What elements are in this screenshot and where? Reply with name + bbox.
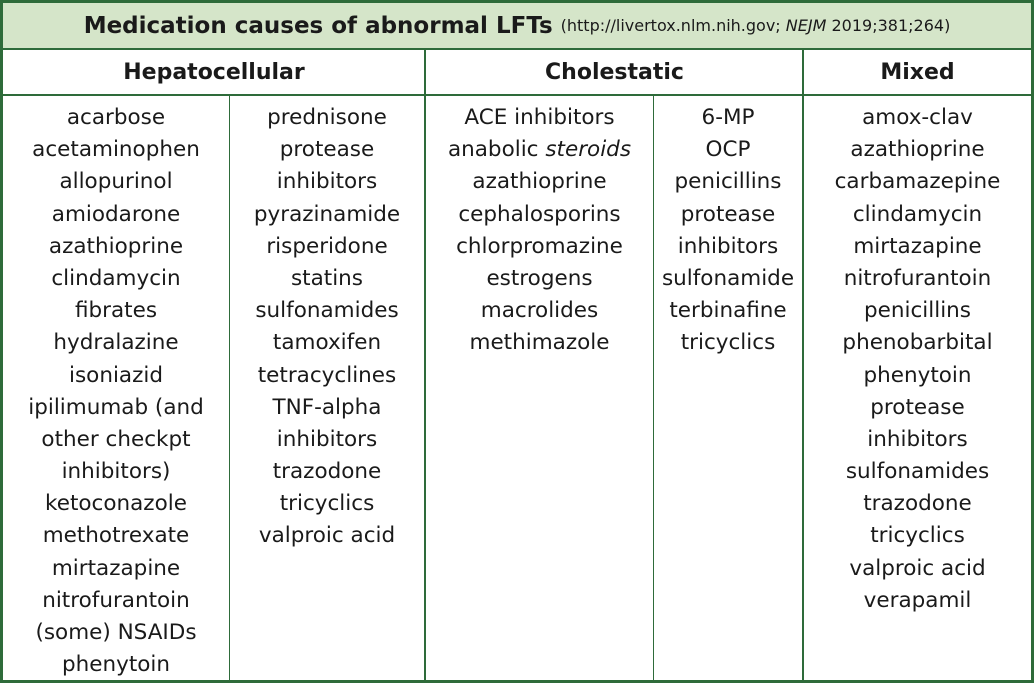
list-item: allopurinol xyxy=(59,169,173,195)
list-item: sulfonamides xyxy=(845,459,990,485)
list-item: verapamil xyxy=(863,587,972,613)
header-hepatocellular: Hepatocellular xyxy=(123,59,305,85)
list-item: carbamazepine xyxy=(834,169,1001,195)
list-item: valproic acid xyxy=(849,555,986,581)
list-item: nitrofurantoin xyxy=(42,587,190,613)
list-item-italic: steroids xyxy=(545,137,632,163)
list-item: valproic acid xyxy=(258,523,396,549)
divider-hepato-cholestatic xyxy=(424,50,426,680)
table-title: Medication causes of abnormal LFTs xyxy=(83,12,553,39)
list-item: ACE inhibitors xyxy=(464,105,615,130)
list-item: protease xyxy=(870,394,965,420)
list-item: inhibitors xyxy=(677,233,779,259)
list-item: phenytoin xyxy=(863,362,972,388)
list-item: TNF-alpha xyxy=(272,394,382,420)
list-item: inhibitors xyxy=(276,426,378,452)
list-item: statins xyxy=(290,265,364,291)
header-cholestatic: Cholestatic xyxy=(545,59,684,85)
list-item: mirtazapine xyxy=(51,555,181,581)
list-item: macrolides xyxy=(480,298,599,324)
list-item: isoniazid xyxy=(68,362,163,388)
list-item: terbinafine xyxy=(669,298,787,324)
list-item: tetracyclines xyxy=(257,362,397,388)
list-item: inhibitors xyxy=(276,169,378,195)
list-item: anabolic steroids xyxy=(426,134,653,166)
mixed-column: amox-clav azathioprine carbamazepine cli… xyxy=(804,102,1031,617)
source-suffix: 2019;381;264) xyxy=(831,16,951,35)
list-item: mirtazapine xyxy=(853,233,982,259)
list-item: acarbose xyxy=(66,105,166,130)
list-item: azathioprine xyxy=(472,169,607,195)
list-item: hydralazine xyxy=(53,330,179,356)
list-item: other checkpt xyxy=(41,426,191,452)
list-item: methotrexate xyxy=(42,523,190,549)
list-item: cephalosporins xyxy=(458,201,621,227)
list-item: trazodone xyxy=(272,459,382,485)
list-item: penicillins xyxy=(674,169,782,195)
hepatocellular-column-1: acarbose acetaminophen allopurinol amiod… xyxy=(3,102,229,681)
list-item: clindamycin xyxy=(51,265,181,291)
list-item: inhibitors) xyxy=(61,459,171,485)
list-item: 6-MP xyxy=(701,105,755,130)
list-item: prednisone xyxy=(267,105,387,130)
source-journal: NEJM xyxy=(785,16,827,35)
list-item: OCP xyxy=(705,137,751,163)
header-row: Hepatocellular Cholestatic Mixed xyxy=(3,50,1031,96)
list-item: phenobarbital xyxy=(842,330,993,356)
cholestatic-column-1: ACE inhibitors anabolic steroids azathio… xyxy=(426,102,653,360)
cholestatic-column-2: 6-MP OCP penicillins protease inhibitors… xyxy=(654,102,802,360)
list-item: tricyclics xyxy=(279,491,375,517)
list-item: trazodone xyxy=(863,491,972,517)
hepatocellular-column-2: prednisone protease inhibitors pyrazinam… xyxy=(230,102,424,553)
list-item: phenytoin xyxy=(61,652,171,678)
list-item: pyrazinamide xyxy=(253,201,401,227)
list-item: clindamycin xyxy=(852,201,983,227)
list-item: ketoconazole xyxy=(45,491,187,517)
list-item: azathioprine xyxy=(850,137,985,163)
list-item: estrogens xyxy=(486,265,593,291)
list-item: sulfonamides xyxy=(255,298,399,324)
list-item: amiodarone xyxy=(51,201,181,227)
list-item: (some) NSAIDs xyxy=(35,620,197,645)
list-item: fibrates xyxy=(74,298,158,324)
list-item-prefix: anabolic xyxy=(447,137,539,163)
list-item: acetaminophen xyxy=(32,137,200,163)
list-item: risperidone xyxy=(266,233,388,259)
list-item: protease xyxy=(680,201,776,227)
title-bar: Medication causes of abnormal LFTs (http… xyxy=(3,3,1031,50)
list-item: amox-clav xyxy=(862,105,973,130)
list-item: ipilimumab (and xyxy=(28,394,204,420)
divider-cholestatic-subcolumns xyxy=(653,96,654,680)
source-prefix: (http://livertox.nlm.nih.gov; xyxy=(560,16,781,35)
list-item: tricyclics xyxy=(870,523,965,549)
list-item: penicillins xyxy=(863,298,972,324)
list-item: chlorpromazine xyxy=(456,233,623,259)
divider-hepato-subcolumns xyxy=(229,96,230,680)
list-item: methimazole xyxy=(469,330,610,356)
header-mixed: Mixed xyxy=(880,59,955,85)
divider-cholestatic-mixed xyxy=(802,50,804,680)
list-item: nitrofurantoin xyxy=(843,265,992,291)
list-item: tricyclics xyxy=(680,330,776,356)
list-item: protease xyxy=(279,137,375,163)
list-item: inhibitors xyxy=(867,426,968,452)
list-item: sulfonamide xyxy=(661,265,795,291)
list-item: tamoxifen xyxy=(272,330,382,356)
list-item: azathioprine xyxy=(48,233,184,259)
source-citation: (http://livertox.nlm.nih.gov; NEJM 2019;… xyxy=(561,16,951,35)
